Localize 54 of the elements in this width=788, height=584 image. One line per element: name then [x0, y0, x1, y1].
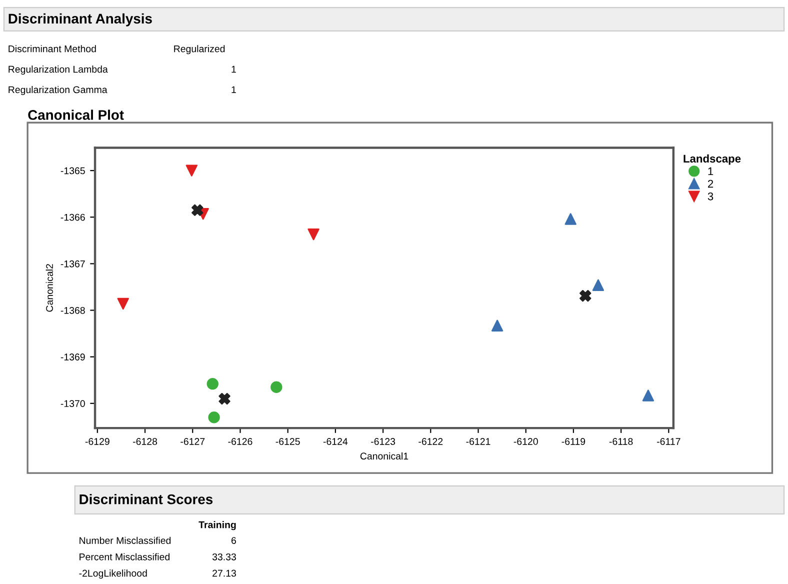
legend-label: 3 — [708, 192, 714, 200]
text: Training — [198, 521, 236, 530]
x-tick-label: -6124 — [323, 438, 348, 445]
text: 1 — [232, 66, 236, 73]
point — [206, 378, 218, 390]
text: Discriminant Scores — [80, 494, 213, 504]
text: -2LogLikelihood — [79, 570, 147, 579]
point — [218, 392, 230, 405]
y-tick-label: -1366 — [60, 214, 85, 221]
point — [117, 298, 129, 310]
text: Regularized — [174, 45, 225, 54]
x-axis-title: Canonical1 — [360, 452, 408, 460]
point — [308, 228, 320, 240]
y-tick-label: -1365 — [60, 167, 85, 174]
y-axis-title: Canonical2 — [46, 264, 53, 312]
y-tick-label: -1370 — [60, 400, 85, 408]
x-tick-label: -6121 — [466, 438, 490, 445]
point — [270, 381, 282, 393]
text: 1 — [232, 86, 236, 94]
chart-title: Canonical Plot — [28, 110, 124, 120]
text: 6 — [231, 537, 236, 544]
text: Discriminant Method — [8, 45, 96, 52]
x-tick-label: -6126 — [228, 438, 252, 445]
point — [192, 204, 204, 216]
x-tick-label: -6120 — [514, 438, 538, 445]
x-tick-label: -6123 — [371, 438, 396, 445]
point — [580, 290, 592, 302]
y-tick-label: -1369 — [60, 354, 85, 360]
point — [208, 412, 220, 424]
y-tick-label: -1367 — [60, 260, 85, 268]
x-tick-label: -6129 — [85, 438, 110, 445]
x-tick-label: -6125 — [276, 438, 300, 445]
text: 33.33 — [212, 553, 236, 560]
x-tick-label: -6117 — [657, 438, 680, 445]
text: Percent Misclassified — [80, 553, 170, 560]
point — [642, 390, 654, 402]
x-tick-label: -6122 — [418, 438, 443, 445]
x-tick-label: -6119 — [562, 438, 586, 445]
text: Number Misclassified — [80, 536, 171, 544]
point — [564, 213, 576, 225]
point — [186, 164, 198, 176]
legend-label: 2 — [708, 180, 714, 188]
text: 27.13 — [212, 570, 236, 577]
point — [491, 320, 504, 332]
x-tick-label: -6127 — [180, 438, 205, 445]
text: Regularization Gamma — [8, 86, 108, 96]
text: Discriminant Analysis — [8, 13, 152, 26]
y-tick-label: -1368 — [60, 306, 85, 314]
x-tick-label: -6118 — [609, 438, 633, 445]
point — [592, 279, 604, 291]
legend-title: Landscape — [684, 154, 741, 165]
x-tick-label: -6128 — [133, 438, 158, 445]
text: Regularization Lambda — [8, 66, 108, 75]
legend-label: 1 — [708, 167, 714, 176]
